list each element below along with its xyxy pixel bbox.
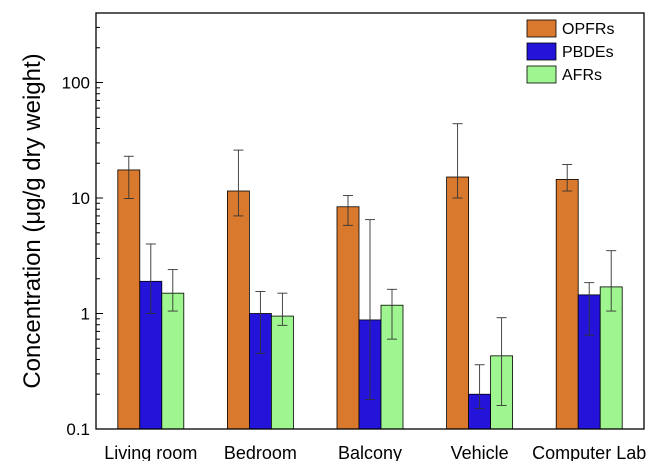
legend-swatch-opfrs: [526, 19, 557, 38]
bar-afrs-1: [161, 292, 185, 430]
y-axis: 0.1 1 10 100: [62, 12, 103, 439]
bar-opfrs-2: [226, 190, 250, 430]
bar-opfrs-4: [446, 176, 470, 430]
bar-opfrs-1: [117, 169, 141, 430]
y-tick-label: 0.1: [66, 420, 90, 439]
y-tick-label: 10: [71, 189, 90, 208]
error-bars-layer: [123, 123, 617, 410]
plot-frame: [95, 12, 645, 430]
legend-swatch-afrs: [526, 65, 557, 84]
legend-swatch-pbdes: [526, 42, 557, 61]
legend-label-afrs: AFRs: [562, 67, 602, 84]
bar-afrs-2: [270, 315, 294, 430]
x-axis: Living room Bedroom Balcony Vehicle Computer…: [104, 443, 646, 461]
x-tick-label: Vehicle: [451, 443, 509, 461]
legend-label-pbdes: PBDEs: [562, 44, 614, 61]
legend-label-opfrs: OPFRs: [562, 21, 614, 38]
y-tick-label: 100: [62, 74, 90, 93]
bar-opfrs-3: [336, 206, 360, 430]
bar-opfrs-5: [555, 178, 579, 430]
y-axis-label: Concentration (μg/g dry weight): [19, 53, 46, 388]
x-tick-label: Balcony: [338, 443, 402, 461]
x-tick-label: Bedroom: [224, 443, 297, 461]
y-tick-label: 1: [81, 305, 90, 324]
x-tick-label: Living room: [104, 443, 197, 461]
legend: OPFRs PBDEs AFRs: [526, 19, 614, 84]
x-tick-label: Computer Lab: [532, 443, 646, 461]
